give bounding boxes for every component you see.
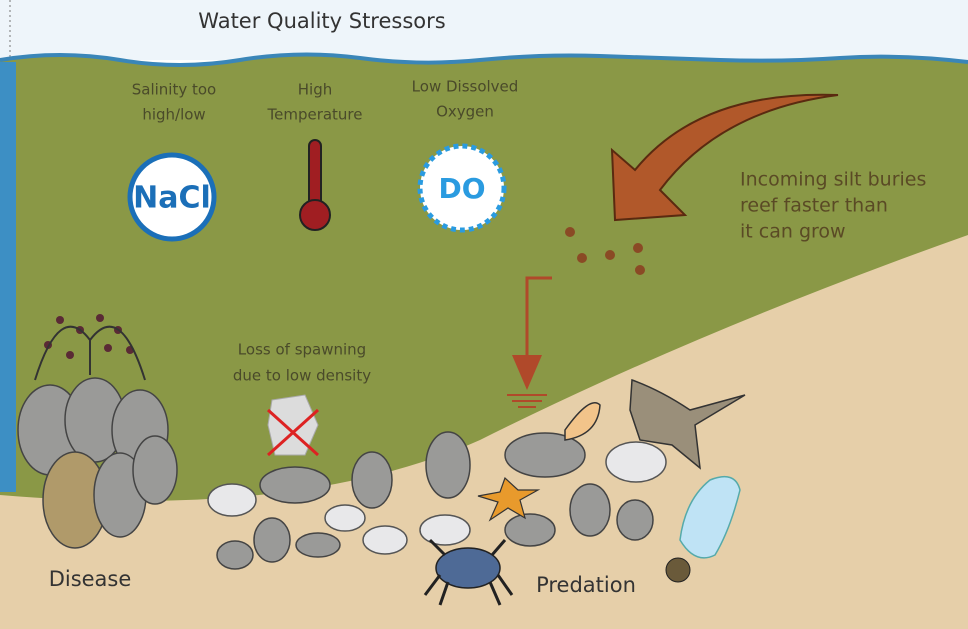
illustration: Water Quality Stressors Salinity too hig… [0,0,968,629]
silt-label: it can grow [740,221,846,243]
stressor-label: high/low [142,106,205,124]
spawning-label: due to low density [233,367,371,385]
stressor-label: Low Dissolved [412,78,519,96]
silt-label: reef faster than [740,195,888,217]
stressor-label: Oxygen [436,103,494,121]
thermometer [309,140,321,208]
stressor-label: High [298,81,332,99]
thermometer-bulb [300,200,330,230]
stressor-label: Salinity too [132,81,217,99]
predation-label: Predation [536,573,636,597]
sky [0,0,968,60]
title: Water Quality Stressors [198,9,445,33]
salt-icon-text: NaCl [133,181,211,216]
disease-label: Disease [49,567,132,591]
water-edge [0,62,16,492]
drill [666,558,690,582]
spawning-label: Loss of spawning [238,341,366,359]
oxygen-icon-text: DO [438,172,485,205]
silt-label: Incoming silt buries [740,169,926,191]
stressor-label: Temperature [266,106,362,124]
